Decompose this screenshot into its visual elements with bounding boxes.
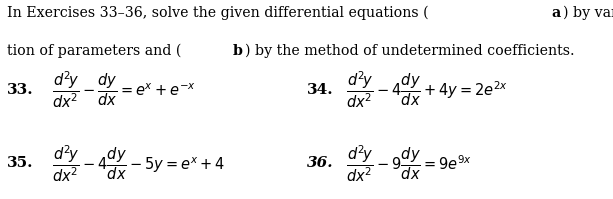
Text: ) by the method of undetermined coefficients.: ) by the method of undetermined coeffici… xyxy=(245,44,575,58)
Text: b: b xyxy=(232,44,242,58)
Text: $\dfrac{d^2\!y}{dx^2} - 9\dfrac{dy}{dx} = 9e^{9x}$: $\dfrac{d^2\!y}{dx^2} - 9\dfrac{dy}{dx} … xyxy=(346,143,473,184)
Text: tion of parameters and (: tion of parameters and ( xyxy=(7,44,181,58)
Text: $\dfrac{d^2\!y}{dx^2} - 4\dfrac{dy}{dx} + 4y = 2e^{2x}$: $\dfrac{d^2\!y}{dx^2} - 4\dfrac{dy}{dx} … xyxy=(346,69,508,110)
Text: $\dfrac{d^2\!y}{dx^2} - 4\dfrac{dy}{dx} - 5y = e^x + 4$: $\dfrac{d^2\!y}{dx^2} - 4\dfrac{dy}{dx} … xyxy=(52,143,225,184)
Text: ) by varia-: ) by varia- xyxy=(563,6,613,20)
Text: 35.: 35. xyxy=(7,156,34,170)
Text: 34.: 34. xyxy=(306,83,333,97)
Text: a: a xyxy=(551,6,561,20)
Text: 33.: 33. xyxy=(7,83,34,97)
Text: $\dfrac{d^2\!y}{dx^2} - \dfrac{dy}{dx} = e^x + e^{-x}$: $\dfrac{d^2\!y}{dx^2} - \dfrac{dy}{dx} =… xyxy=(52,69,196,110)
Text: 36.: 36. xyxy=(306,156,333,170)
Text: In Exercises 33–36, solve the given differential equations (: In Exercises 33–36, solve the given diff… xyxy=(7,6,429,20)
